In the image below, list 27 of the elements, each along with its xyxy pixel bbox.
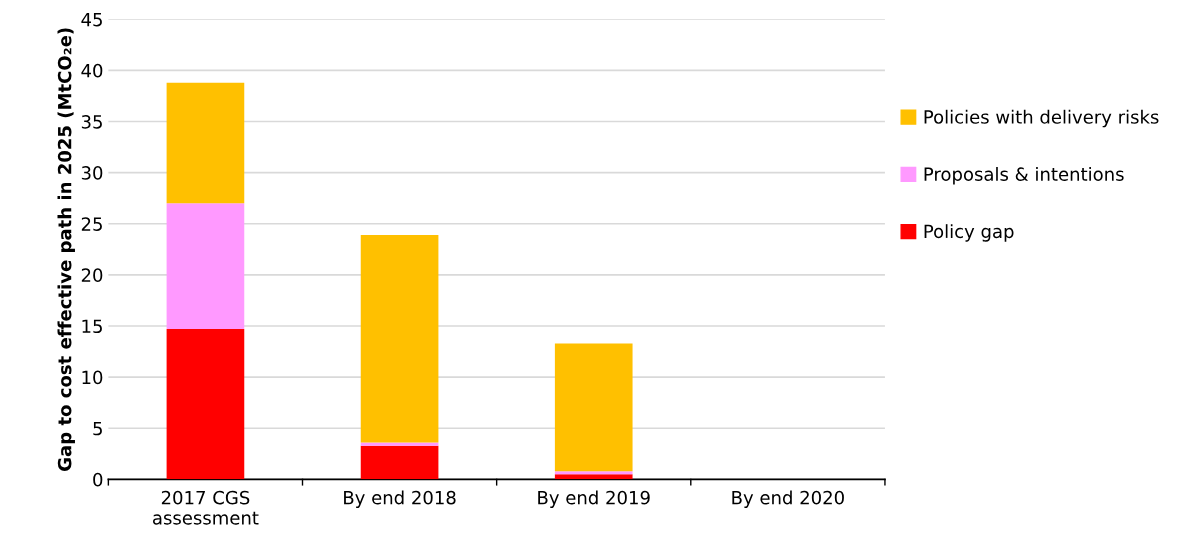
y-tick-label: 10 xyxy=(82,370,103,385)
x-tick-label: By end 2019 xyxy=(538,490,650,508)
bar xyxy=(166,203,245,330)
x-tick-label: By end 2018 xyxy=(344,490,456,508)
y-tick-label: 0 xyxy=(93,472,103,487)
bar xyxy=(166,329,245,480)
x-tick-label: 2017 CGS assessment xyxy=(153,490,259,525)
legend-label: Proposals & intentions xyxy=(924,166,1124,185)
y-tick-label: 35 xyxy=(81,114,102,129)
bar xyxy=(554,343,633,472)
y-tick-label: 20 xyxy=(81,268,103,282)
y-tick-label: 15 xyxy=(82,319,102,334)
bar xyxy=(554,471,633,475)
y-tick-label: 40 xyxy=(81,63,103,78)
legend-label: Policy gap xyxy=(924,224,1014,242)
bar xyxy=(360,442,439,446)
y-tick-label: 25 xyxy=(81,217,102,231)
y-tick-label: 5 xyxy=(93,421,102,436)
y-tick-label: 30 xyxy=(81,166,103,180)
bar xyxy=(360,445,439,480)
bar xyxy=(554,474,633,480)
x-tick-label: By end 2020 xyxy=(732,490,844,508)
y-axis-title: Gap to cost effective path in 2025 (MtCO₂e) xyxy=(57,28,75,471)
bar xyxy=(166,82,245,204)
bar xyxy=(360,235,439,443)
y-tick-label: 45 xyxy=(81,12,102,27)
legend-label: Policies with delivery risks xyxy=(924,109,1159,128)
